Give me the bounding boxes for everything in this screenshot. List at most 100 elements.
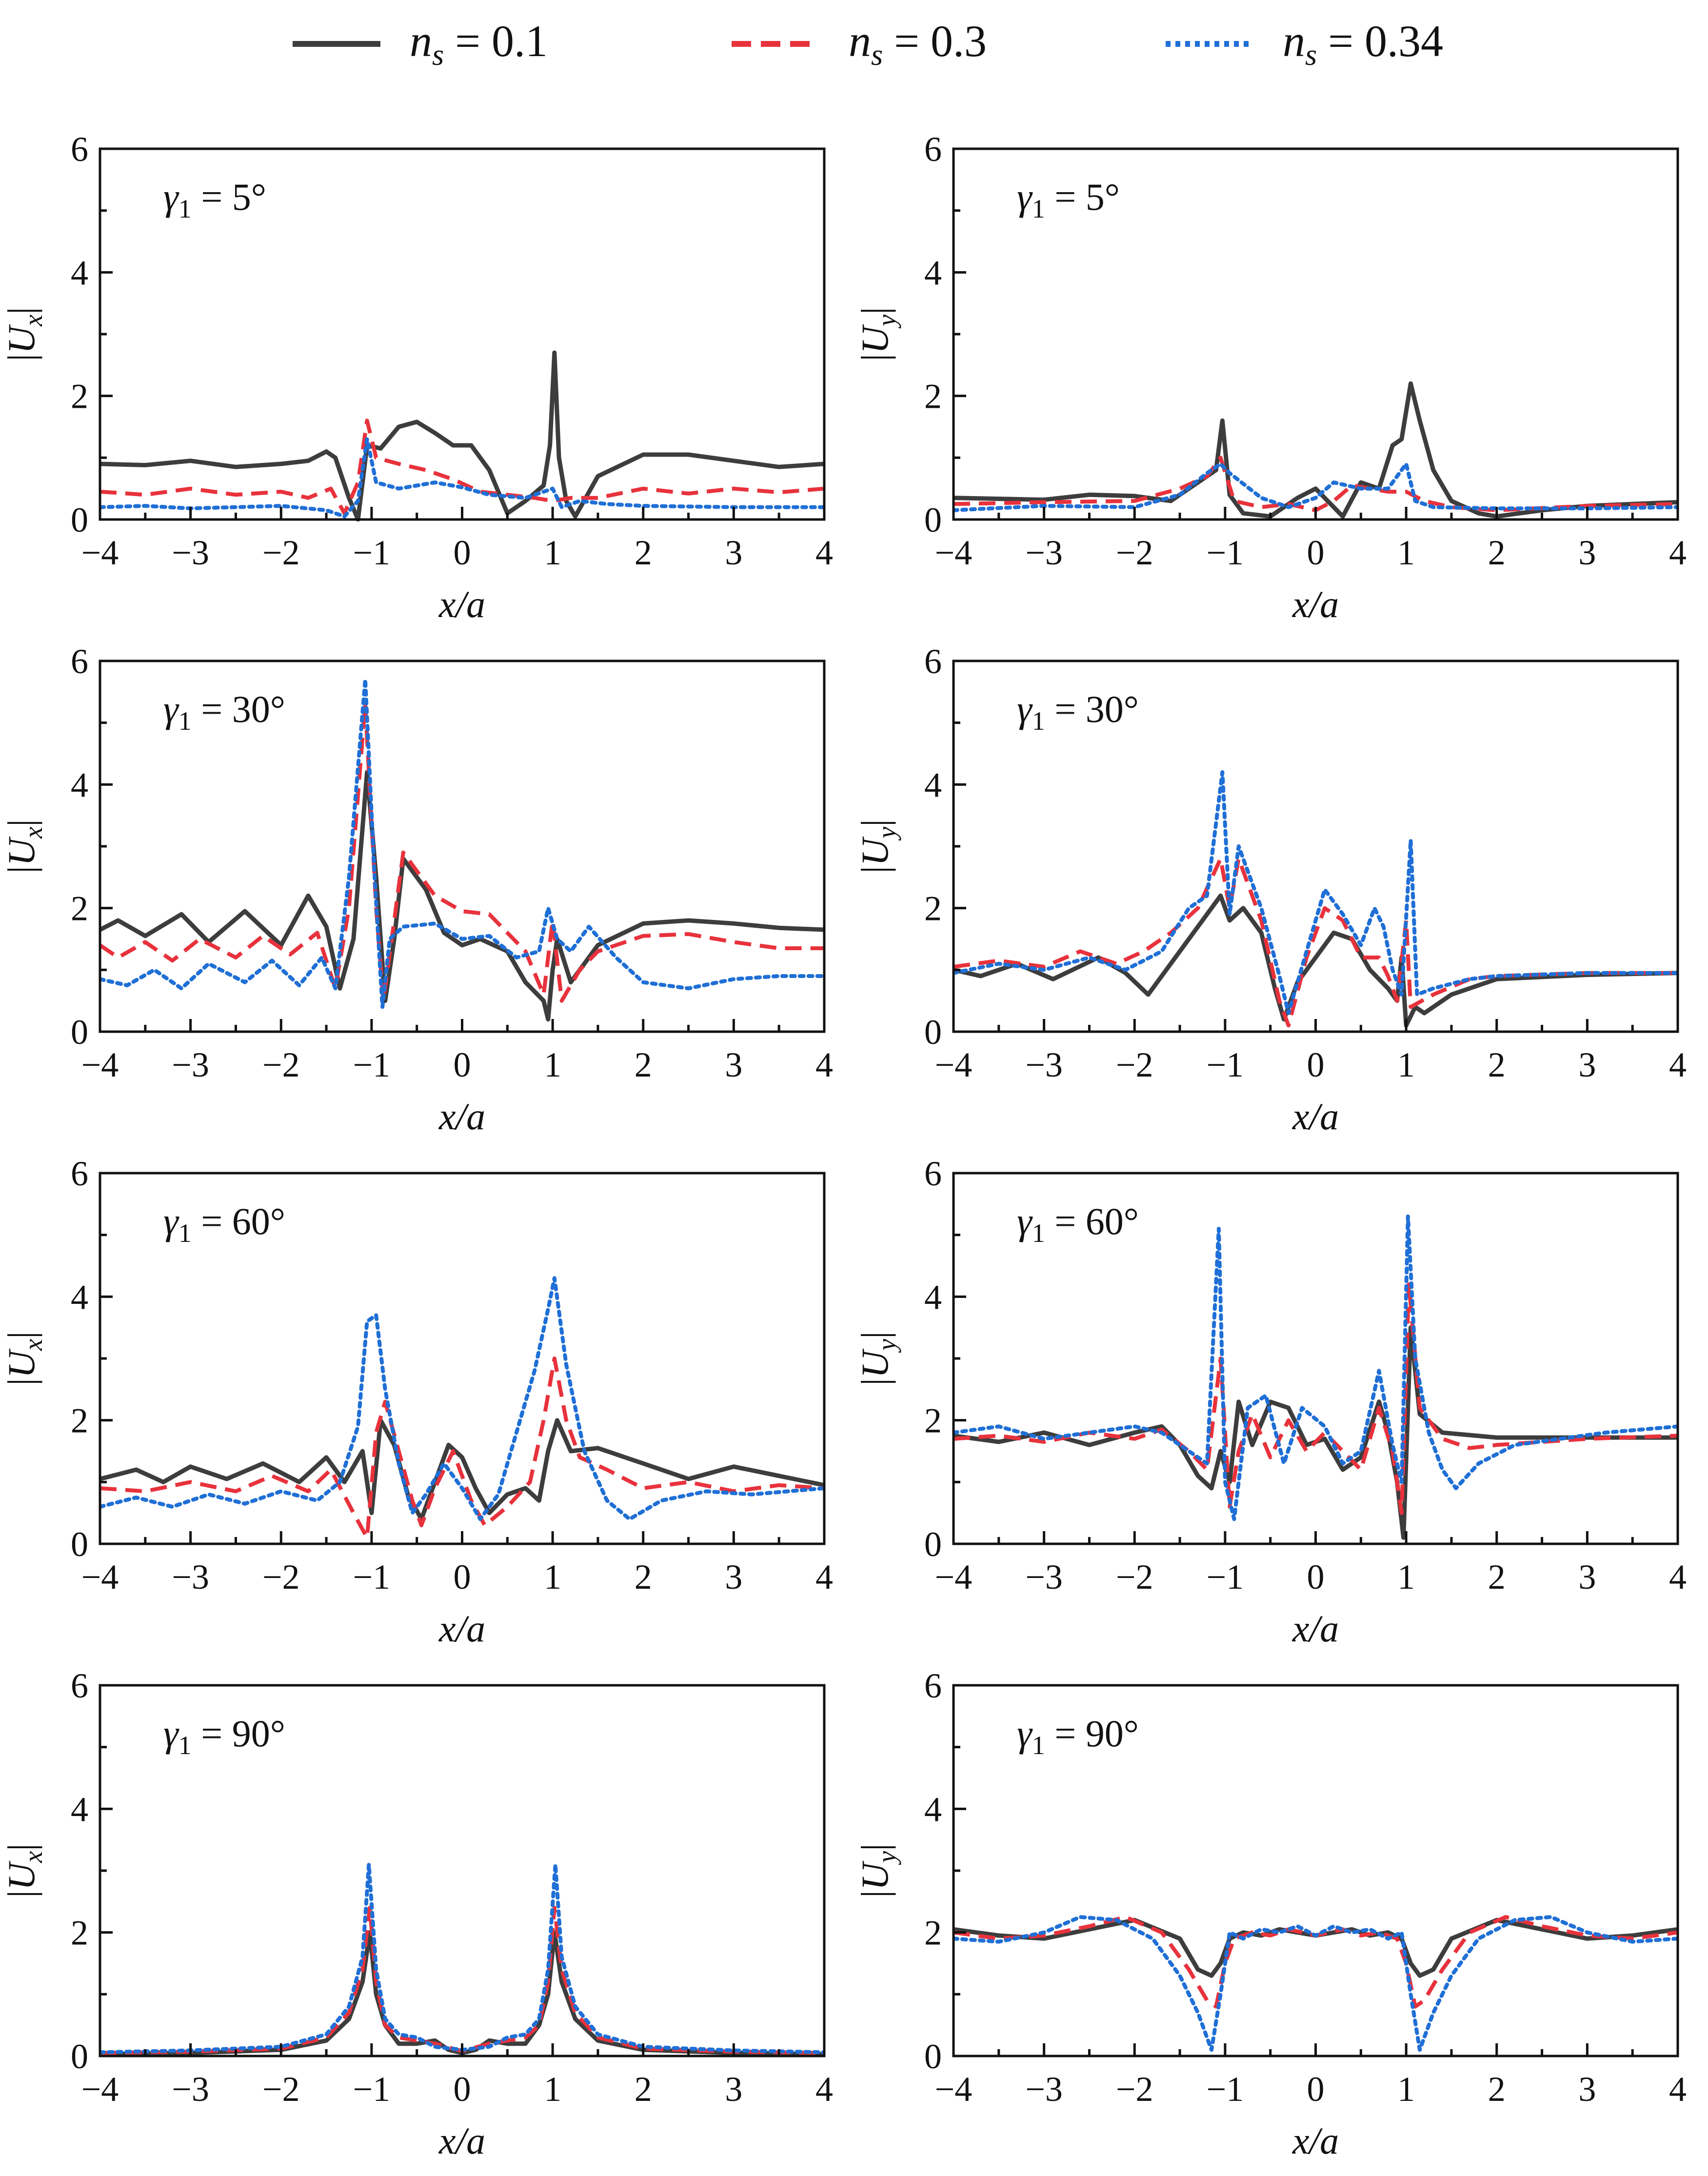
y-tick-label: 0 (71, 500, 88, 539)
x-tick-label: −2 (262, 533, 300, 572)
x-tick-label: 0 (1307, 2070, 1325, 2109)
x-axis-label: x/a (1292, 1095, 1339, 1138)
x-tick-label: 4 (815, 1557, 833, 1597)
legend-item-ns-0-3: ns = 0.3 (732, 10, 987, 78)
x-tick-label: 1 (1397, 1557, 1415, 1597)
x-tick-label: 2 (1488, 2070, 1506, 2109)
series-line-ns-0-34 (953, 1214, 1678, 1521)
y-tick-label: 2 (71, 377, 88, 416)
y-tick-label: 6 (71, 130, 88, 169)
series-line-ns-0-34 (100, 1862, 824, 2055)
legend-label: ns = 0.34 (1283, 16, 1444, 72)
series-line-ns-0-3 (953, 456, 1678, 512)
x-tick-label: 3 (725, 1557, 742, 1597)
series-group (953, 1214, 1678, 1540)
y-tick-label: 6 (924, 642, 942, 681)
gamma-annotation: γ1 = 90° (163, 1712, 285, 1760)
y-tick-label: 2 (71, 1401, 88, 1440)
x-tick-label: 3 (1578, 2070, 1596, 2109)
x-tick-label: −2 (262, 1557, 300, 1597)
chart-panel-ux-30: −4 −3 −2 −1 0 1 2 3 4 0 2 4 6 x/a |Ux| γ1 = 30° (0, 642, 833, 1138)
x-tick-label: 1 (544, 2070, 561, 2109)
x-tick-label: 4 (1669, 2070, 1687, 2109)
y-axis-label: |Ux| (0, 1843, 48, 1898)
series-line-ns-0-1 (100, 350, 824, 521)
gamma-annotation: γ1 = 90° (1017, 1712, 1139, 1760)
y-axis-label: |Ux| (0, 307, 48, 361)
x-tick-label: −2 (262, 1045, 300, 1084)
series-line-ns-0-3 (953, 1282, 1678, 1515)
series-line-ns-0-34 (100, 1276, 824, 1521)
x-axis-label: x/a (438, 2119, 485, 2162)
series-line-ns-0-34 (100, 678, 824, 1009)
x-tick-label: 0 (454, 2070, 471, 2109)
x-tick-label: 4 (815, 2070, 833, 2109)
x-tick-label: 3 (725, 1045, 742, 1084)
series-line-ns-0-1 (953, 1325, 1678, 1540)
x-tick-label: −3 (1025, 1045, 1063, 1084)
x-tick-label: 2 (635, 1045, 652, 1084)
x-tick-label: −3 (172, 1045, 209, 1084)
series-line-ns-0-3 (100, 1357, 824, 1540)
series-line-ns-0-1 (100, 770, 824, 1022)
x-tick-label: −3 (1025, 1557, 1063, 1597)
x-tick-label: 0 (1307, 1045, 1325, 1084)
gamma-annotation: γ1 = 5° (163, 176, 266, 223)
series-group (953, 381, 1678, 519)
x-tick-label: −4 (935, 533, 973, 572)
x-tick-label: −4 (81, 1045, 119, 1084)
x-tick-label: 2 (1488, 1045, 1506, 1084)
gamma-annotation: γ1 = 60° (163, 1200, 285, 1248)
x-tick-label: −3 (172, 2070, 209, 2109)
y-tick-label: 2 (71, 889, 88, 928)
x-tick-label: 0 (454, 1557, 471, 1597)
x-axis-label: x/a (438, 1095, 485, 1138)
x-tick-label: 1 (1397, 1045, 1415, 1084)
chart-panel-ux-60: −4 −3 −2 −1 0 1 2 3 4 0 2 4 6 x/a |Ux| γ1 = 60° (0, 1154, 833, 1650)
x-tick-label: −3 (1025, 2070, 1063, 2109)
x-tick-label: 3 (725, 533, 742, 572)
x-tick-label: −3 (172, 533, 209, 572)
gamma-annotation: γ1 = 30° (163, 688, 285, 736)
series-group (100, 350, 824, 521)
y-tick-label: 4 (924, 765, 942, 804)
x-tick-label: 3 (725, 2070, 742, 2109)
x-tick-label: −2 (1116, 533, 1153, 572)
x-tick-label: −1 (1207, 1045, 1244, 1084)
series-group (100, 1276, 824, 1540)
y-tick-label: 0 (71, 1013, 88, 1052)
x-tick-label: −3 (172, 1557, 209, 1597)
series-line-ns-0-34 (953, 770, 1678, 1015)
x-tick-label: −4 (81, 1557, 119, 1597)
y-tick-label: 0 (71, 2037, 88, 2076)
series-line-ns-0-3 (100, 1906, 824, 2055)
legend: ns = 0.1 ns = 0.3 ns = 0.34 (0, 0, 1708, 88)
y-tick-label: 4 (71, 1278, 88, 1317)
legend-swatch-dotted (1166, 39, 1253, 49)
series-group (100, 678, 824, 1022)
y-tick-label: 2 (924, 377, 942, 416)
x-tick-label: −1 (1207, 1557, 1244, 1597)
y-tick-label: 2 (924, 1401, 942, 1440)
y-tick-label: 4 (924, 1790, 942, 1829)
x-tick-label: −2 (1116, 2070, 1153, 2109)
y-axis-label: |Uy| (854, 819, 901, 874)
y-axis-label: |Ux| (0, 819, 48, 874)
x-tick-label: −4 (935, 1045, 973, 1084)
x-tick-label: 2 (635, 1557, 652, 1597)
series-line-ns-0-1 (100, 1418, 824, 1521)
y-tick-label: 6 (71, 1154, 88, 1193)
x-axis-label: x/a (1292, 583, 1339, 625)
series-line-ns-0-1 (953, 1917, 1678, 1978)
x-tick-label: 3 (1578, 1045, 1596, 1084)
y-tick-label: 4 (71, 1790, 88, 1829)
x-tick-label: 1 (1397, 2070, 1415, 2109)
x-tick-label: −3 (1025, 533, 1063, 572)
y-tick-label: 0 (924, 1525, 942, 1564)
x-tick-label: −2 (1116, 1557, 1153, 1597)
x-tick-label: 4 (815, 1045, 833, 1084)
y-tick-label: 4 (924, 1278, 942, 1317)
series-line-ns-0-34 (953, 462, 1678, 512)
